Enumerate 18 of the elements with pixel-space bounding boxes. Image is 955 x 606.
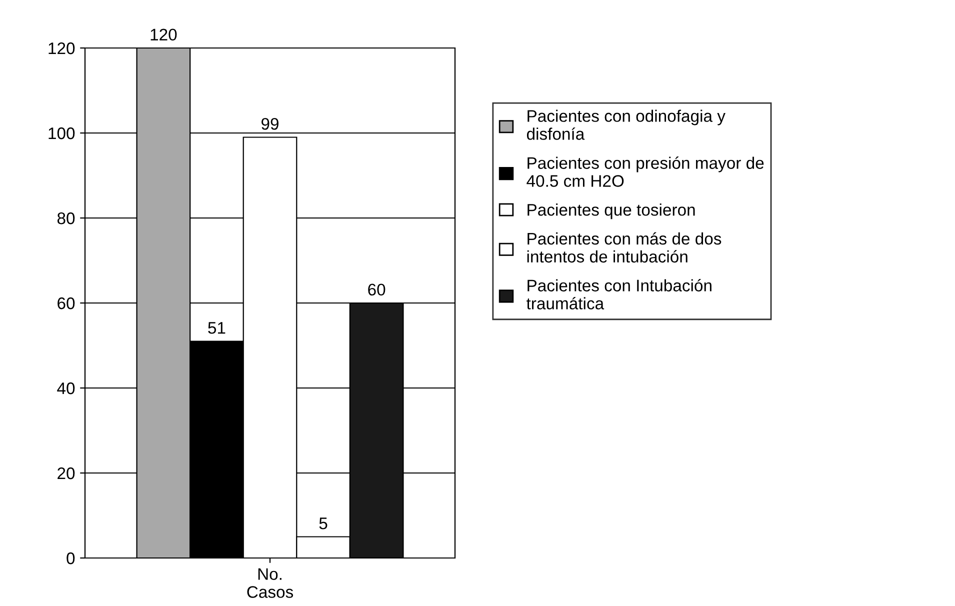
- y-tick-label: 20: [58, 467, 75, 480]
- legend-label: Pacientes con más de dos intentos de intubación: [527, 232, 722, 263]
- x-tick-label: No. Casos: [247, 568, 294, 598]
- y-tick-label: 60: [58, 297, 75, 310]
- data-label: 99: [262, 118, 278, 130]
- y-tick-label: 120: [48, 42, 75, 54]
- legend-label: Pacientes con Intubación traumática: [526, 279, 712, 310]
- legend-label: Pacientes que tosieron: [528, 204, 695, 220]
- data-label: 5: [319, 518, 328, 530]
- data-label: 120: [150, 28, 177, 41]
- y-tick-label: 80: [57, 212, 75, 224]
- data-label: 60: [368, 284, 386, 296]
- y-tick-label: 0: [66, 552, 75, 564]
- y-tick-label: 40: [57, 382, 75, 394]
- y-tick-label: 100: [48, 127, 75, 140]
- data-label: 51: [208, 322, 226, 334]
- legend-label: Pacientes con odinofagia y disfonía: [526, 110, 726, 140]
- legend-label: Pacientes con presión mayor de 40.5 cm H2O: [526, 156, 764, 187]
